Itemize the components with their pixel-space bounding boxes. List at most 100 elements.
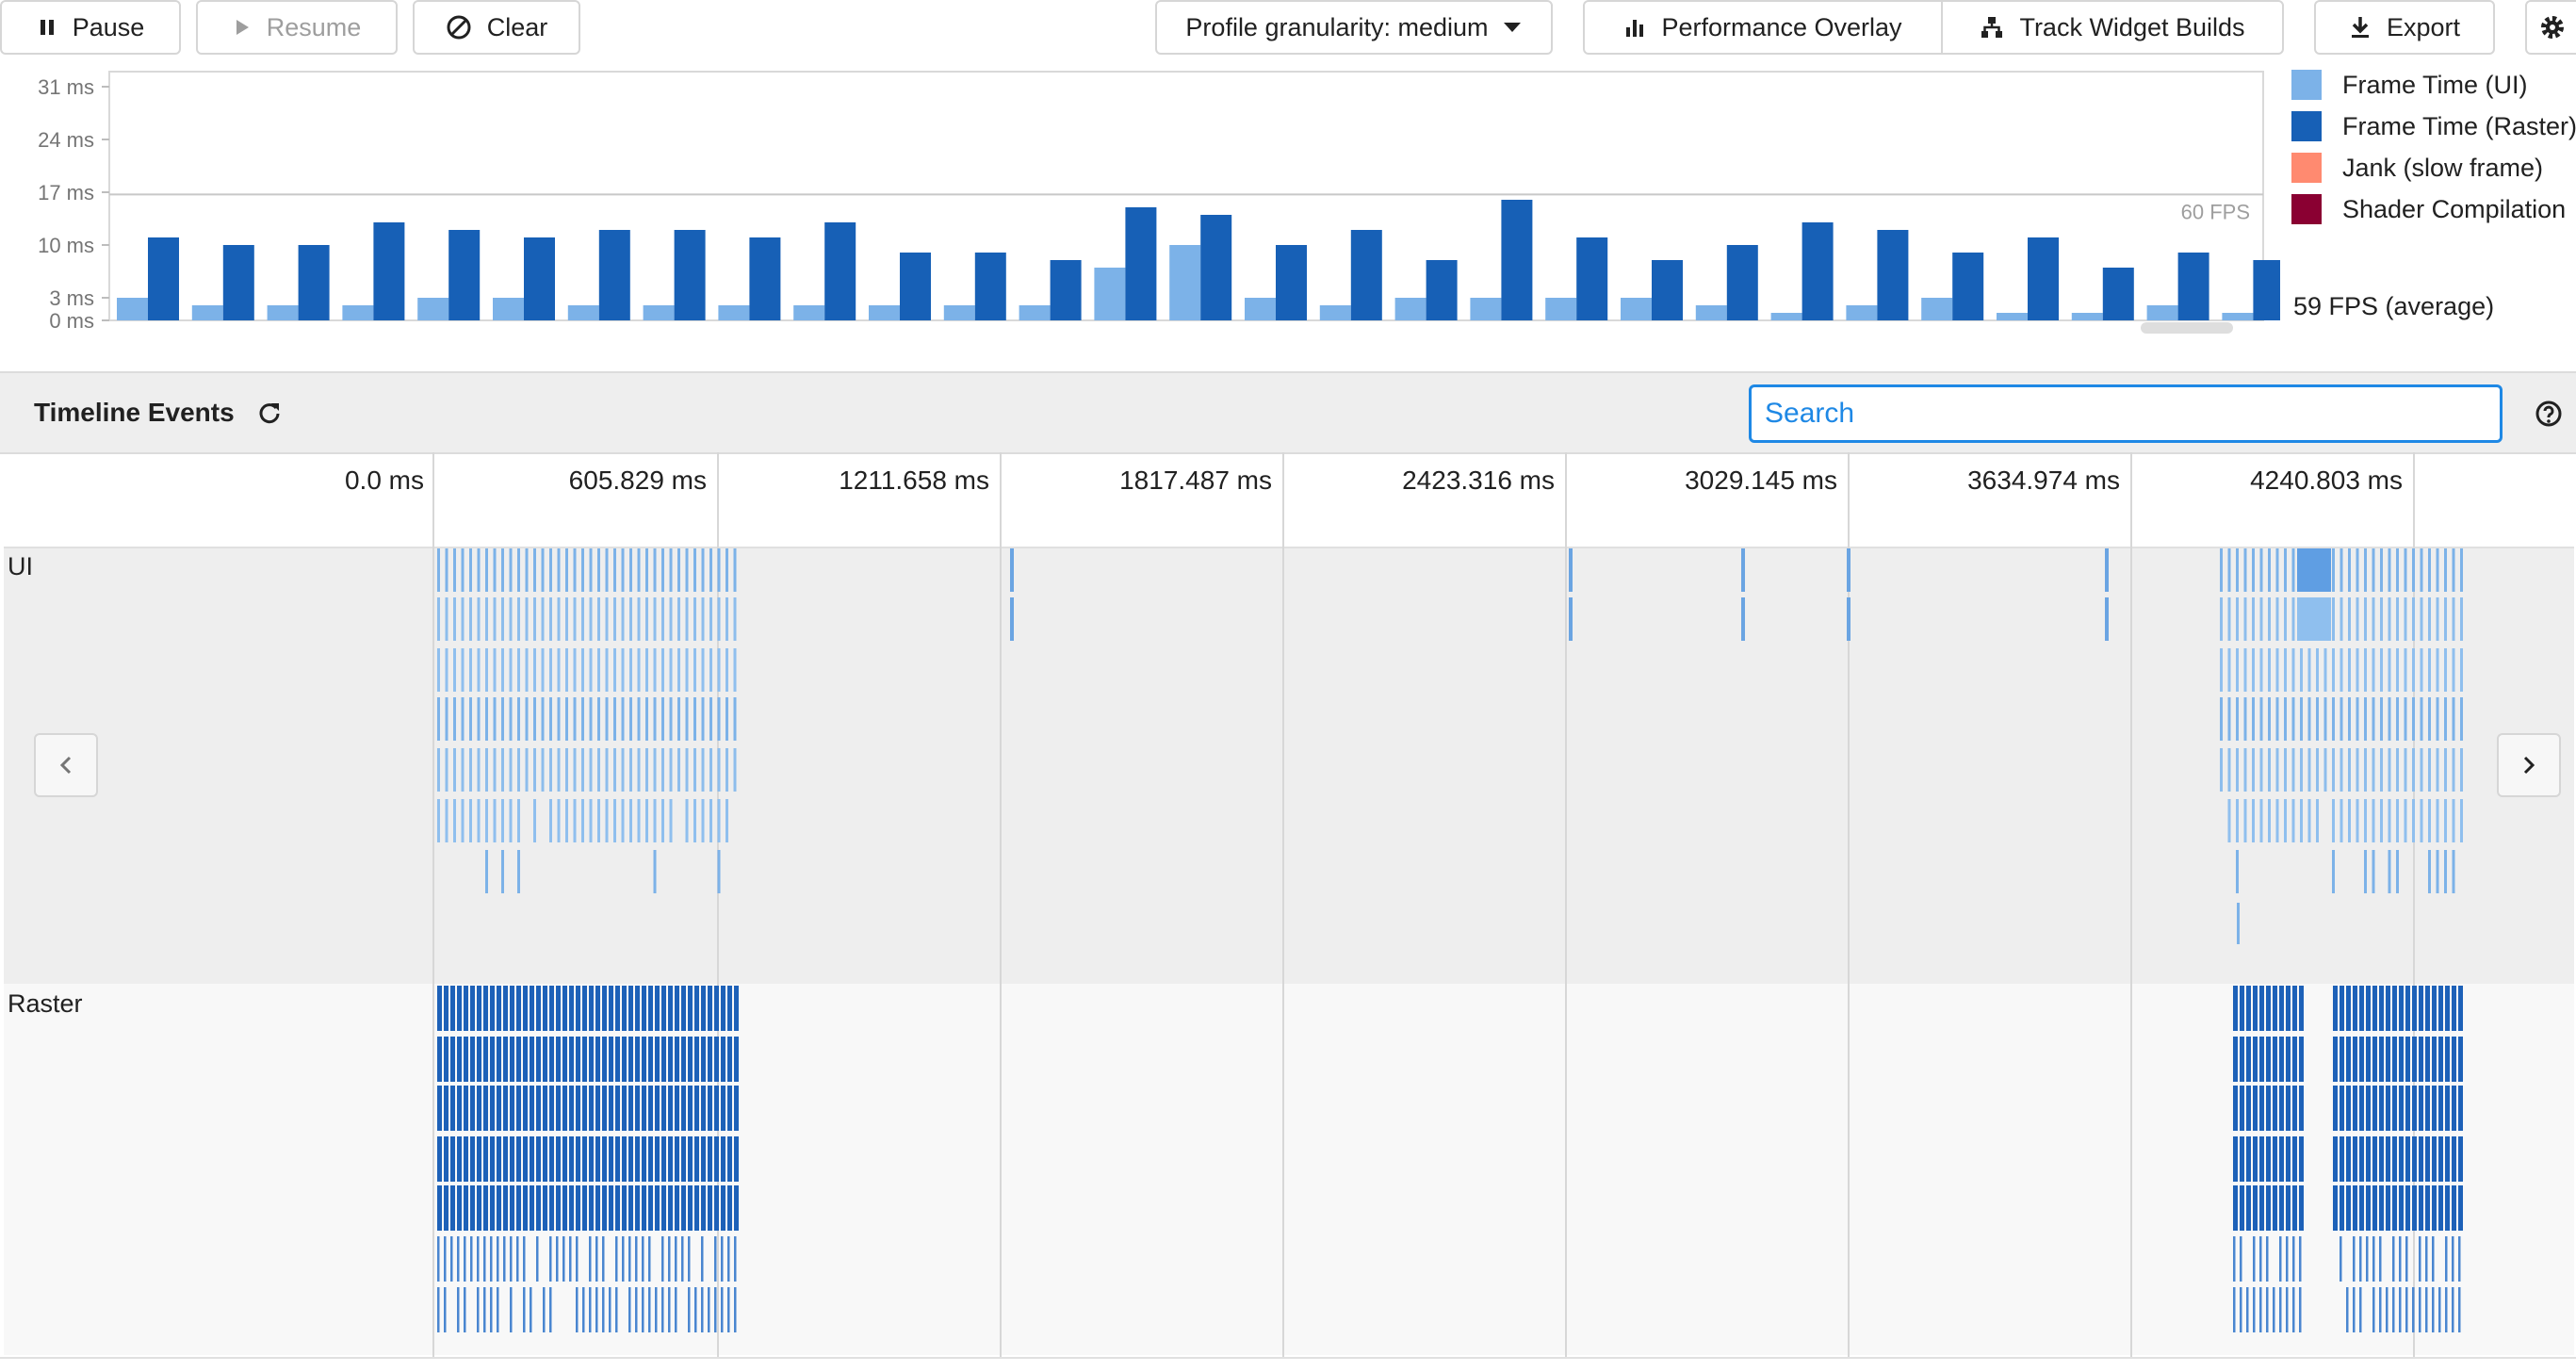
ui-event	[2243, 597, 2247, 641]
ui-event	[2348, 548, 2351, 592]
bar-frame-time-raster	[674, 230, 706, 320]
raster-event	[714, 1287, 717, 1332]
ui-event	[597, 548, 600, 592]
ui-event	[509, 799, 513, 842]
ui-event	[501, 548, 504, 592]
raster-event	[635, 1037, 640, 1082]
raster-event	[2299, 1037, 2304, 1082]
ui-event	[2220, 548, 2223, 592]
search-input[interactable]	[1749, 384, 2503, 443]
ui-event	[693, 748, 696, 792]
ui-event	[477, 648, 481, 692]
raster-event	[2452, 1185, 2456, 1231]
ui-event	[453, 648, 456, 692]
raster-event	[2266, 1185, 2271, 1231]
raster-event	[2340, 986, 2344, 1031]
raster-event	[615, 1136, 620, 1182]
track-widget-builds-button[interactable]: Track Widget Builds	[1941, 0, 2284, 55]
raster-event	[622, 1185, 627, 1231]
raster-event	[457, 1236, 460, 1282]
raster-event	[681, 1236, 684, 1282]
ui-event	[2372, 799, 2375, 842]
raster-event	[543, 1136, 547, 1182]
ui-event	[726, 748, 728, 792]
settings-button[interactable]	[2525, 0, 2576, 55]
raster-event	[569, 1037, 574, 1082]
ui-event	[2428, 597, 2431, 641]
ui-event	[2307, 748, 2311, 792]
ui-event	[2428, 850, 2431, 893]
ui-event	[517, 850, 520, 893]
ui-event	[2388, 697, 2391, 741]
ui-event	[485, 697, 488, 741]
raster-event	[648, 1236, 651, 1282]
ui-event	[2444, 648, 2447, 692]
ui-event	[2252, 648, 2255, 692]
scroll-left-button[interactable]	[34, 733, 98, 797]
raster-event	[2253, 1136, 2258, 1182]
ui-event	[717, 548, 721, 592]
raster-event	[2240, 1236, 2242, 1282]
resume-button[interactable]: Resume	[196, 0, 398, 55]
legend-item-jank: Jank (slow frame)	[2291, 153, 2543, 183]
raster-event	[622, 1236, 625, 1282]
fps-60-label: 60 FPS	[2181, 200, 2250, 223]
raster-event	[2359, 1086, 2364, 1131]
raster-event	[2432, 1185, 2437, 1231]
ui-event	[621, 597, 625, 641]
raster-event	[2292, 1287, 2295, 1332]
legend-swatch	[2291, 111, 2322, 141]
ui-event	[2259, 648, 2263, 692]
granularity-dropdown[interactable]: Profile granularity: medium	[1155, 0, 1553, 55]
performance-overlay-button[interactable]: Performance Overlay	[1583, 0, 1943, 55]
raster-event	[483, 986, 488, 1031]
raster-event	[655, 986, 660, 1031]
ui-event	[589, 648, 593, 692]
raster-event	[457, 1136, 462, 1182]
clear-label: Clear	[486, 12, 548, 41]
pause-button[interactable]: Pause	[0, 0, 181, 55]
ui-event	[2332, 548, 2335, 592]
raster-event	[734, 1136, 739, 1182]
raster-event	[2279, 1086, 2284, 1131]
refresh-icon[interactable]	[256, 400, 283, 426]
ui-event	[493, 799, 497, 842]
raster-event	[688, 1185, 693, 1231]
ui-event	[2420, 548, 2423, 592]
pause-icon	[40, 20, 54, 35]
raster-event	[721, 1287, 724, 1332]
raster-event	[569, 1086, 574, 1131]
raster-event	[708, 1287, 710, 1332]
ui-event	[669, 799, 673, 842]
bar-frame-time-raster	[2028, 237, 2059, 320]
raster-event	[530, 986, 534, 1031]
raster-event	[694, 1037, 699, 1082]
raster-event	[714, 1037, 719, 1082]
bar-frame-time-raster	[1276, 245, 1307, 320]
ui-event	[445, 548, 448, 592]
raster-event	[628, 986, 633, 1031]
ui-event	[2236, 748, 2239, 792]
raster-event	[609, 1185, 613, 1231]
raster-event	[477, 1136, 481, 1182]
bar-frame-time-ui	[1770, 313, 1802, 320]
ui-event	[613, 748, 616, 792]
help-icon[interactable]	[2535, 400, 2563, 428]
scroll-right-button[interactable]	[2497, 733, 2561, 797]
clear-button[interactable]: Clear	[413, 0, 580, 55]
bar-frame-time-raster	[298, 245, 330, 320]
raster-event	[2379, 1136, 2384, 1182]
export-button[interactable]: Export	[2314, 0, 2495, 55]
raster-event	[2379, 1287, 2382, 1332]
raster-event	[444, 1287, 447, 1332]
ui-event	[2436, 548, 2439, 592]
ui-event	[445, 597, 448, 641]
ui-event	[477, 697, 481, 741]
performance-overlay-label: Performance Overlay	[1661, 12, 1902, 41]
ui-event	[485, 799, 488, 842]
ui-event	[589, 748, 593, 792]
ui-event	[469, 799, 472, 842]
raster-event	[497, 1287, 499, 1332]
raster-event	[2366, 1185, 2371, 1231]
raster-event	[556, 1185, 561, 1231]
